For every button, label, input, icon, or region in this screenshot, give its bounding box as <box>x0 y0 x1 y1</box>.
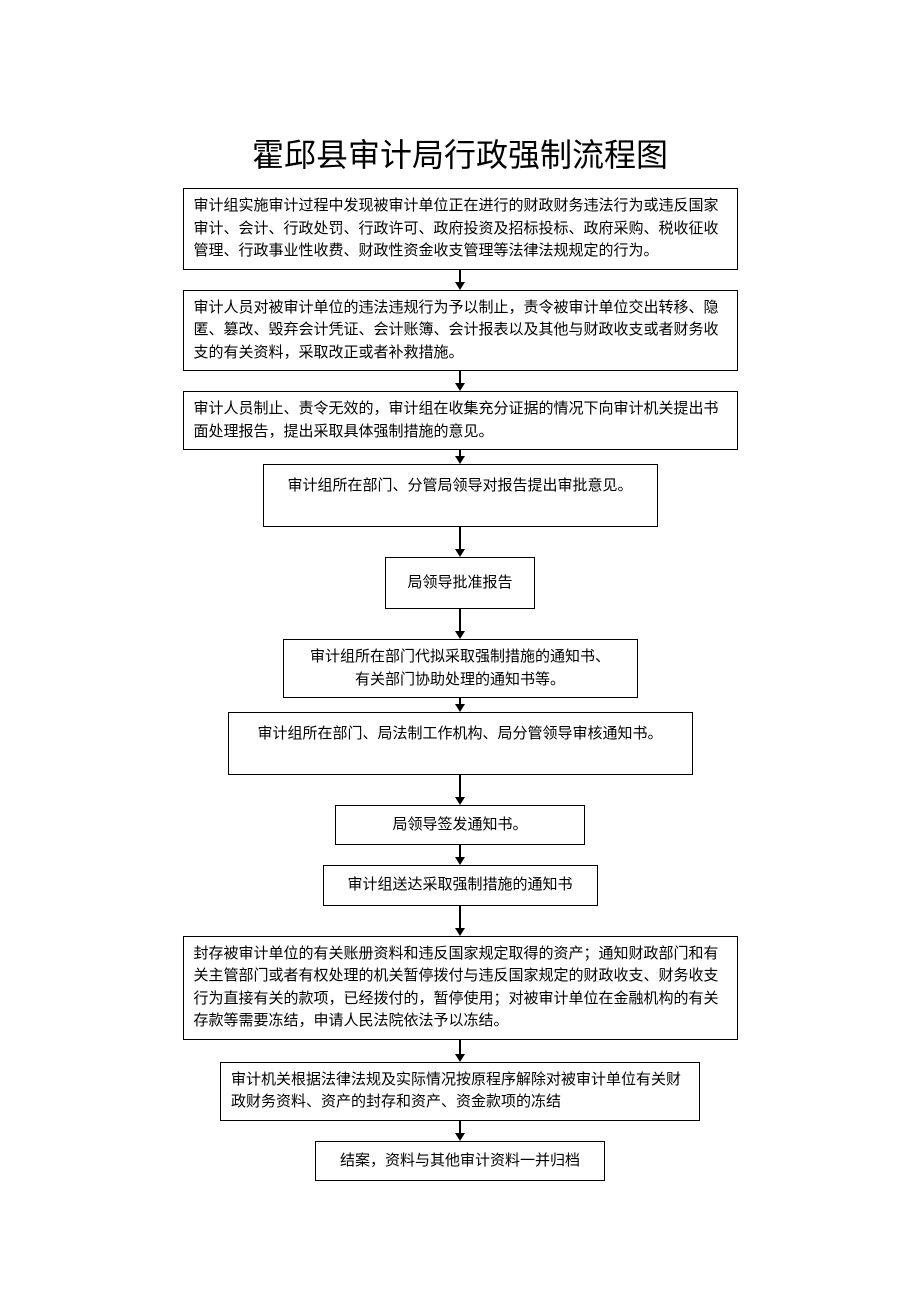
arrow <box>455 270 465 290</box>
arrow <box>455 906 465 936</box>
node-text: 审计组所在部门、分管局领导对报告提出审批意见。 <box>287 478 632 494</box>
node-text: 审计组所在部门代拟采取强制措施的通知书、 <box>310 649 610 665</box>
arrow <box>455 371 465 391</box>
flowchart-node-n11: 审计机关根据法律法规及实际情况按原程序解除对被审计单位有关财政财务资料、资产的封… <box>220 1062 700 1121</box>
flowchart-node-n9: 审计组送达采取强制措施的通知书 <box>323 865 598 906</box>
flowchart-node-n4: 审计组所在部门、分管局领导对报告提出审批意见。 <box>263 464 658 527</box>
arrow <box>455 698 465 712</box>
arrow <box>455 845 465 865</box>
node-text: 局领导批准报告 <box>407 575 512 591</box>
node-text: 局领导签发通知书。 <box>392 817 527 833</box>
flowchart-node-n8: 局领导签发通知书。 <box>335 805 585 846</box>
flowchart-node-n10: 封存被审计单位的有关账册资料和违反国家规定取得的资产；通知财政部门和有关主管部门… <box>183 936 738 1040</box>
node-text: 审计组送达采取强制措施的通知书 <box>347 877 572 893</box>
flowchart-node-n6: 审计组所在部门代拟采取强制措施的通知书、有关部门协助处理的通知书等。 <box>283 639 638 698</box>
flowchart-node-n7: 审计组所在部门、局法制工作机构、局分管领导审核通知书。 <box>228 712 693 775</box>
arrow <box>455 609 465 639</box>
flowchart-node-n3: 审计人员制止、责令无效的，审计组在收集充分证据的情况下向审计机关提出书面处理报告… <box>183 391 738 450</box>
arrow <box>455 1040 465 1062</box>
flowchart-container: 霍邱县审计局行政强制流程图 审计组实施审计过程中发现被审计单位正在进行的财政财务… <box>0 130 920 1181</box>
node-text: 审计组所在部门、局法制工作机构、局分管领导审核通知书。 <box>257 726 662 742</box>
node-text: 有关部门协助处理的通知书等。 <box>355 672 565 688</box>
flowchart-body: 审计组实施审计过程中发现被审计单位正在进行的财政财务违法行为或违反国家审计、会计… <box>183 188 738 1181</box>
arrow <box>455 527 465 557</box>
node-text: 封存被审计单位的有关账册资料和违反国家规定取得的资产；通知财政部门和有关主管部门… <box>194 946 719 1030</box>
node-text: 审计人员制止、责令无效的，审计组在收集充分证据的情况下向审计机关提出书面处理报告… <box>194 401 719 440</box>
flowchart-title: 霍邱县审计局行政强制流程图 <box>252 130 668 176</box>
node-text: 审计组实施审计过程中发现被审计单位正在进行的财政财务违法行为或违反国家审计、会计… <box>194 198 719 259</box>
flowchart-node-n5: 局领导批准报告 <box>385 557 535 610</box>
flowchart-node-n12: 结案，资料与其他审计资料一并归档 <box>315 1141 605 1182</box>
flowchart-node-n1: 审计组实施审计过程中发现被审计单位正在进行的财政财务违法行为或违反国家审计、会计… <box>183 188 738 270</box>
arrow <box>455 775 465 805</box>
arrow <box>455 1121 465 1141</box>
flowchart-node-n2: 审计人员对被审计单位的违法违规行为予以制止，责令被审计单位交出转移、隐匿、篡改、… <box>183 290 738 372</box>
node-text: 审计人员对被审计单位的违法违规行为予以制止，责令被审计单位交出转移、隐匿、篡改、… <box>194 300 719 361</box>
node-text: 审计机关根据法律法规及实际情况按原程序解除对被审计单位有关财政财务资料、资产的封… <box>231 1072 681 1111</box>
node-text: 结案，资料与其他审计资料一并归档 <box>340 1153 580 1169</box>
arrow <box>455 450 465 464</box>
